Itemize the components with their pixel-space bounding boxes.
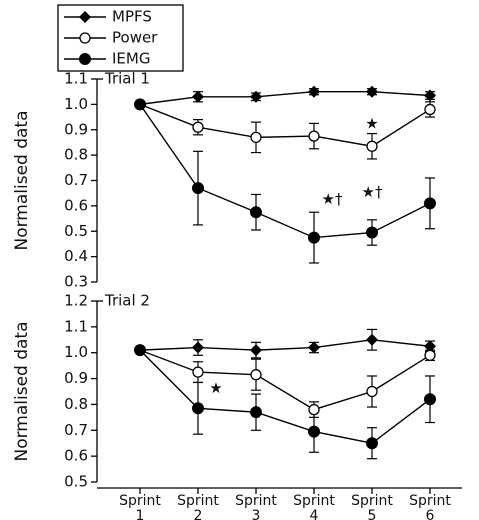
marker [366, 385, 378, 398]
marker [134, 344, 146, 357]
y-tick-label: 0.7 [64, 421, 88, 439]
marker [308, 85, 320, 98]
annotation: ★ [209, 379, 222, 397]
legend-label: Power [112, 29, 158, 47]
series-line [139, 339, 431, 351]
y-tick-label: 1.2 [64, 292, 88, 310]
series-line [139, 349, 431, 411]
annotation: ★† [322, 190, 343, 208]
marker [250, 206, 262, 219]
y-tick-label: 0.3 [64, 273, 88, 291]
annotation: ★ [365, 115, 378, 133]
y-tick-label: 0.5 [64, 222, 88, 240]
marker [424, 393, 436, 406]
marker [424, 89, 436, 102]
legend-marker [79, 32, 91, 44]
marker [250, 406, 262, 419]
marker [250, 344, 262, 357]
x-tick-label: Sprint 3 [235, 493, 277, 520]
marker [250, 369, 262, 381]
marker [308, 403, 320, 416]
y-tick-label: 0.5 [64, 473, 88, 491]
marker [192, 121, 204, 133]
y-tick-label: 0.8 [64, 146, 88, 164]
x-tick-label: Sprint 6 [409, 493, 451, 520]
marker [308, 130, 320, 142]
y-tick-label: 1.0 [64, 343, 88, 361]
annotation: ★† [362, 183, 383, 201]
x-tick-label: Sprint 1 [119, 493, 161, 520]
legend-marker [79, 53, 91, 65]
legend-marker [79, 11, 91, 23]
marker [424, 340, 436, 353]
x-tick-label: Sprint 4 [293, 493, 335, 520]
y-tick-label: 0.6 [64, 196, 88, 214]
panel-title: Trial 1 [104, 70, 150, 88]
series-line [139, 103, 431, 239]
legend-label: IEMG [112, 50, 150, 68]
y-tick-label: 0.7 [64, 171, 88, 189]
marker [424, 103, 436, 116]
marker [192, 341, 204, 354]
marker [366, 85, 378, 98]
marker [250, 90, 262, 103]
marker [192, 402, 204, 415]
marker [424, 197, 436, 210]
y-tick-label: 0.4 [64, 247, 88, 265]
y-tick-label: 0.8 [64, 395, 88, 413]
x-tick-label: Sprint 2 [177, 493, 219, 520]
y-tick-label: 0.9 [64, 369, 88, 387]
marker [192, 366, 204, 378]
marker [366, 140, 378, 152]
marker [192, 182, 204, 195]
marker [308, 341, 320, 354]
marker [308, 231, 320, 244]
marker [366, 333, 378, 346]
series-line [139, 90, 431, 106]
y-tick-label: 1.1 [64, 70, 88, 88]
marker [192, 90, 204, 103]
marker [366, 437, 378, 450]
y-axis-label: Normalised data [12, 321, 32, 461]
series-line [139, 103, 431, 147]
marker [366, 226, 378, 239]
marker [134, 98, 146, 111]
y-tick-label: 0.9 [64, 120, 88, 138]
y-tick-label: 1.1 [64, 317, 88, 335]
series-line [139, 349, 431, 444]
y-tick-label: 1.0 [64, 95, 88, 113]
marker [308, 425, 320, 438]
y-axis-label: Normalised data [12, 110, 32, 250]
y-tick-label: 0.6 [64, 447, 88, 465]
marker [424, 349, 436, 361]
legend-label: MPFS [112, 8, 152, 26]
marker [250, 131, 262, 144]
x-tick-label: Sprint 5 [351, 493, 393, 520]
panel-title: Trial 2 [104, 292, 150, 310]
